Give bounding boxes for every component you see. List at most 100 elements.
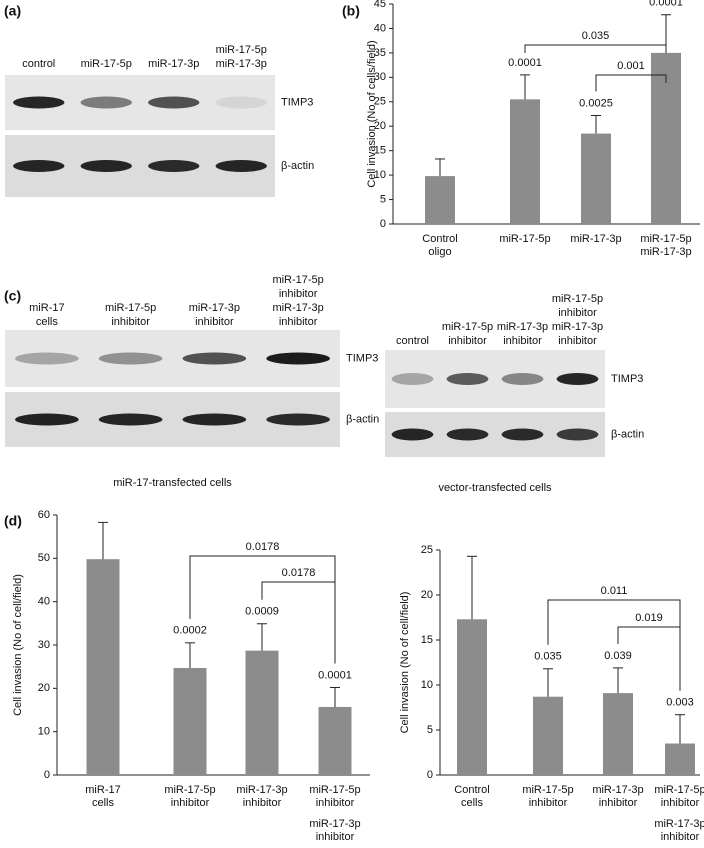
- band: [15, 413, 79, 426]
- band: [148, 96, 200, 109]
- y-tick-label: 30: [374, 71, 386, 83]
- p-value: 0.0025: [579, 97, 613, 109]
- y-tick-label: 30: [38, 639, 50, 651]
- row-label: β-actin: [281, 160, 314, 172]
- bar: [665, 743, 695, 775]
- band: [391, 373, 434, 385]
- x-tick-label: Control: [454, 784, 489, 796]
- band: [215, 96, 267, 109]
- band: [446, 428, 489, 441]
- p-value: 0.0001: [649, 0, 683, 9]
- bar: [318, 706, 352, 775]
- band: [266, 413, 330, 426]
- x-tick-label: miR-17-5p: [309, 784, 360, 796]
- x-tick-label: miR-17-3p: [592, 784, 643, 796]
- y-tick-label: 40: [38, 596, 50, 608]
- bracket: [524, 44, 667, 53]
- row-label: TIMP3: [281, 96, 313, 108]
- lane-label: inhibitor: [111, 316, 150, 328]
- band: [501, 428, 544, 441]
- bracket-label: 0.011: [601, 585, 628, 597]
- y-axis-label: Cell invasion (No of cell/field): [399, 592, 411, 734]
- p-value: 0.003: [666, 697, 694, 709]
- band: [446, 373, 489, 385]
- bar: [245, 650, 279, 775]
- lane-label: miR-17-3p: [148, 58, 199, 70]
- y-tick-label: 0: [380, 218, 386, 230]
- x-tick-label: cells: [461, 797, 484, 809]
- y-axis-label: Cell invasion (No of cell/field): [12, 574, 24, 716]
- lane-label: miR-17-3p: [497, 321, 548, 333]
- lane-label: miR-17-5p: [552, 293, 603, 305]
- panel-label: (a): [4, 3, 21, 19]
- y-tick-label: 50: [38, 552, 50, 564]
- x-tick-label: inhibitor: [661, 831, 700, 843]
- bracket-label: 0.0178: [282, 567, 316, 579]
- band: [556, 428, 599, 441]
- panel-label: (c): [4, 288, 21, 304]
- y-tick-label: 10: [374, 169, 386, 181]
- x-tick-label: miR-17-5p: [654, 784, 704, 796]
- lane-label: inhibitor: [279, 316, 318, 328]
- x-tick-label: cells: [92, 797, 115, 809]
- band: [501, 373, 544, 385]
- x-tick-label: miR-17-5p: [522, 784, 573, 796]
- lane-label: inhibitor: [279, 288, 318, 300]
- bar: [425, 176, 455, 224]
- bar: [173, 667, 207, 775]
- band: [98, 352, 163, 365]
- y-tick-label: 0: [44, 769, 50, 781]
- y-tick-label: 10: [38, 726, 50, 738]
- y-tick-label: 5: [380, 193, 386, 205]
- x-tick-label: miR-17-3p: [309, 818, 360, 830]
- lane-label: miR-17-5p: [81, 58, 132, 70]
- p-value: 0.035: [534, 651, 562, 663]
- x-tick-label: Control: [422, 233, 457, 245]
- x-tick-label: oligo: [428, 246, 451, 258]
- band: [182, 413, 247, 426]
- blot-caption: vector-transfected cells: [438, 482, 552, 494]
- x-tick-label: miR-17-5p: [640, 233, 691, 245]
- x-tick-label: inhibitor: [661, 797, 700, 809]
- lane-label: miR-17-5p: [442, 321, 493, 333]
- lane-label: inhibitor: [195, 316, 234, 328]
- y-tick-label: 25: [374, 96, 386, 108]
- x-tick-label: inhibitor: [171, 797, 210, 809]
- lane-label: miR-17-3p: [216, 58, 267, 70]
- x-tick-label: inhibitor: [316, 831, 355, 843]
- band: [13, 160, 65, 172]
- bracket: [261, 581, 336, 664]
- band: [266, 352, 330, 365]
- blot-caption: miR-17-transfected cells: [113, 477, 232, 489]
- bar: [603, 693, 633, 775]
- x-tick-label: miR-17-3p: [654, 818, 704, 830]
- p-value: 0.0009: [245, 606, 279, 618]
- x-tick-label: miR-17-3p: [236, 784, 287, 796]
- lane-label: control: [22, 58, 55, 70]
- bracket-label: 0.019: [635, 612, 663, 624]
- row-label: β-actin: [346, 413, 379, 425]
- y-tick-label: 25: [421, 544, 433, 556]
- panel-label: (d): [4, 513, 22, 529]
- band: [182, 352, 247, 365]
- lane-label: miR-17-3p: [272, 302, 323, 314]
- x-tick-label: miR-17-5p: [499, 233, 550, 245]
- bar: [510, 99, 540, 224]
- y-tick-label: 40: [374, 22, 386, 34]
- p-value: 0.039: [604, 650, 632, 662]
- p-value: 0.0001: [318, 669, 352, 681]
- bracket-label: 0.035: [582, 30, 610, 42]
- x-tick-label: miR-17: [85, 784, 120, 796]
- bracket: [617, 626, 681, 691]
- lane-label: miR-17-5p: [216, 44, 267, 56]
- band: [80, 96, 132, 109]
- p-value: 0.0002: [173, 625, 207, 637]
- bar: [581, 133, 611, 224]
- row-label: TIMP3: [346, 352, 378, 364]
- bracket: [595, 74, 667, 92]
- lane-label: control: [396, 335, 429, 347]
- lane-label: inhibitor: [503, 335, 542, 347]
- x-tick-label: inhibitor: [316, 797, 355, 809]
- x-tick-label: miR-17-5p: [164, 784, 215, 796]
